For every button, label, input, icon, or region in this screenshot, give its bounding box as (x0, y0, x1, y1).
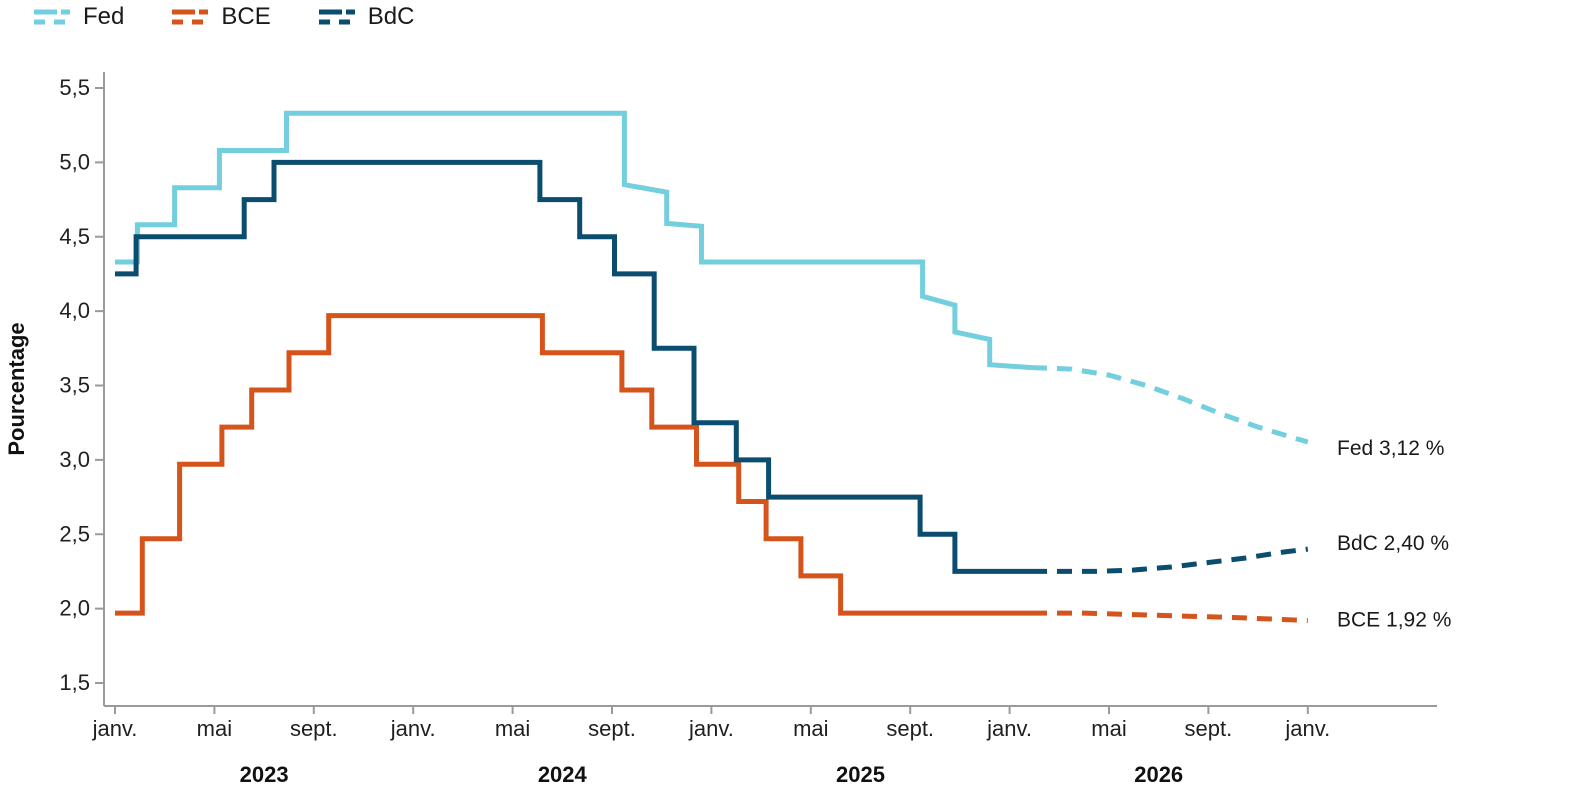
legend-item-bce: BCE (171, 3, 271, 30)
bce-forecast-line (1032, 610, 1308, 623)
y-tick-label: 3,0 (59, 447, 90, 472)
x-tick-label: janv. (92, 716, 138, 741)
bdc-end-value-label: BdC 2,40 % (1337, 532, 1449, 555)
x-tick-label: mai (793, 716, 828, 741)
x-tick-label: mai (495, 716, 530, 741)
y-tick-label: 5,0 (59, 149, 90, 174)
x-tick-label: janv. (1284, 716, 1330, 741)
bce-historical-line (115, 313, 1032, 616)
fed-forecast-line (1031, 365, 1309, 445)
x-tick-label: sept. (588, 716, 636, 741)
bdc-historical-line (115, 159, 1032, 574)
legend-item-fed: Fed (33, 5, 124, 29)
x-tick-label: mai (197, 716, 232, 741)
year-label: 2026 (1134, 762, 1183, 787)
x-tick-label: sept. (886, 716, 934, 741)
year-label: 2023 (240, 762, 289, 787)
legend-item-bdc: BdC (318, 3, 415, 30)
legend-label-bce: BCE (221, 3, 271, 30)
y-tick-label: 4,0 (59, 298, 90, 323)
y-tick-label: 1,5 (59, 670, 90, 695)
x-tick-label: sept. (1185, 716, 1233, 741)
y-tick-label: 4,5 (59, 224, 90, 249)
x-tick-label: janv. (986, 716, 1032, 741)
x-tick-label: janv. (688, 716, 734, 741)
x-tick-label: sept. (290, 716, 338, 741)
fed-line-style-icon (34, 9, 70, 25)
bce-end-value-label: BCE 1,92 % (1337, 609, 1451, 632)
year-label: 2024 (538, 762, 588, 787)
y-axis-title: Pourcentage (4, 322, 29, 455)
y-tick-label: 3,5 (59, 373, 90, 398)
legend-label-fed: Fed (83, 3, 125, 30)
bdc-forecast-line (1032, 546, 1309, 574)
fed-end-value-label: Fed 3,12 % (1337, 437, 1444, 460)
bce-line-style-icon (172, 9, 209, 25)
x-tick-label: janv. (390, 716, 436, 741)
year-label: 2025 (836, 762, 885, 787)
legend-label-bdc: BdC (367, 3, 415, 30)
y-tick-label: 5,5 (59, 75, 90, 100)
bdc-line-style-icon (318, 9, 355, 25)
legend: Fed BCE BdC (33, 5, 461, 29)
y-tick-label: 2,5 (59, 521, 90, 546)
x-tick-label: mai (1091, 716, 1126, 741)
fed-historical-line (115, 110, 1033, 371)
y-tick-label: 2,0 (59, 596, 90, 621)
